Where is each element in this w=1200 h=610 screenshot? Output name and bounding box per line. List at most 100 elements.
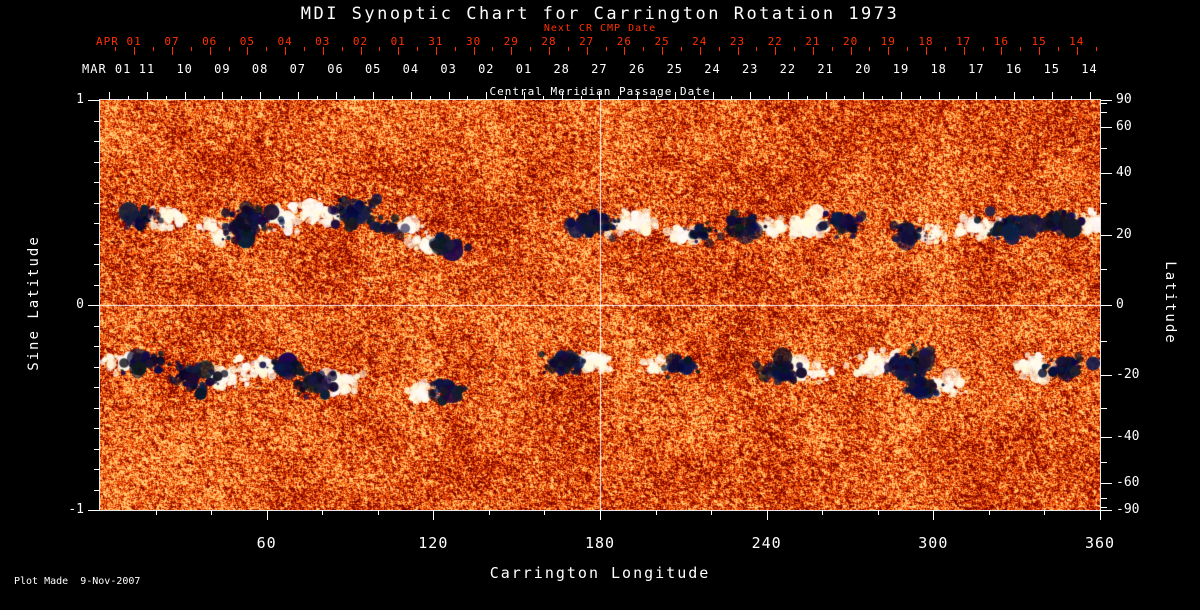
cmp-tick-mark (486, 92, 488, 100)
longitude-minor-tick (377, 510, 379, 515)
next-cr-tick-mark (360, 47, 362, 55)
cmp-tick-mark (674, 92, 676, 100)
sine-lat-tick-label: -1 (68, 502, 84, 517)
longitude-tick-label: 360 (1084, 534, 1116, 552)
carrington-longitude-axis-label: Carrington Longitude (489, 564, 711, 582)
next-cr-tick-mark (209, 47, 211, 55)
sine-lat-tick-mark (94, 448, 100, 450)
longitude-major-tick (600, 510, 601, 520)
next-cr-tick-mark (963, 47, 965, 55)
next-cr-tick-mark (341, 47, 343, 51)
sine-lat-tick-mark (94, 243, 100, 245)
longitude-tick-label: 180 (584, 534, 616, 552)
next-cr-tick-mark (379, 47, 381, 51)
latitude-minor-tick (1101, 112, 1107, 114)
cmp-tick-mark (806, 96, 808, 100)
next-cr-tick-mark (134, 47, 136, 55)
latitude-tick-label: -20 (1116, 367, 1140, 383)
cmp-tick-mark (712, 92, 714, 100)
cmp-tick-mark (1032, 96, 1034, 100)
next-cr-tick-mark (982, 47, 984, 51)
sine-lat-tick-mark (94, 141, 100, 142)
latitude-minor-tick (1101, 497, 1107, 499)
cmp-tick-mark (222, 92, 224, 100)
cmp-tick-label: 26 (628, 62, 646, 76)
next-cr-tick-mark (662, 47, 664, 55)
next-cr-tick-mark (944, 47, 946, 51)
cmp-tick-mark (448, 92, 450, 100)
latitude-tick-label: 90 (1116, 92, 1132, 107)
cmp-tick-mark (655, 96, 657, 100)
latitude-major-tick (1101, 375, 1112, 377)
next-cr-tick-mark (1020, 47, 1022, 51)
next-cr-tick-label: 19 (880, 35, 896, 48)
next-cr-tick-mark (228, 47, 230, 51)
next-cr-tick-label: 16 (993, 35, 1010, 48)
cmp-tick-mark (297, 92, 299, 100)
next-cr-tick-mark (680, 47, 682, 51)
next-cr-tick-mark (794, 47, 796, 51)
next-cr-tick-mark (1076, 47, 1078, 55)
cmp-tick-mark (392, 96, 394, 100)
cmp-tick-label: 16 (1005, 62, 1023, 76)
latitude-tick-label: -40 (1116, 428, 1140, 444)
cmp-tick-mark (1051, 92, 1053, 100)
next-cr-tick-label: 24 (692, 35, 708, 48)
cmp-tick-label: 10 (176, 62, 193, 76)
next-cr-tick-mark (549, 47, 550, 55)
cmp-axis-label: Central Meridian Passage Date (489, 85, 711, 98)
cmp-tick-mark (825, 92, 827, 100)
next-cr-tick-mark (115, 47, 117, 51)
sine-lat-tick-label: 0 (76, 297, 84, 312)
cmp-tick-mark (1089, 92, 1091, 100)
longitude-minor-tick (544, 510, 546, 515)
cmp-tick-mark (410, 92, 412, 100)
sine-lat-tick-mark (88, 305, 100, 306)
latitude-tick-label: 60 (1116, 119, 1132, 135)
next-cr-tick-mark (303, 47, 305, 51)
sine-lat-tick-mark (94, 428, 100, 429)
sine-lat-tick-mark (94, 407, 100, 409)
cmp-tick-label: 27 (591, 62, 608, 76)
next-cr-tick-mark (1001, 47, 1003, 55)
cmp-tick-mark (260, 92, 262, 100)
cmp-tick-mark (429, 96, 431, 100)
cmp-tick-label: 28 (553, 62, 570, 76)
latitude-major-tick (1101, 173, 1112, 175)
cmp-tick-mark (278, 96, 280, 100)
next-cr-tick-mark (435, 47, 437, 55)
longitude-minor-tick (655, 510, 657, 515)
next-cr-month-label: APR 01 (96, 35, 142, 48)
cmp-tick-mark (316, 96, 318, 100)
cmp-tick-mark (919, 96, 921, 100)
longitude-major-tick (1100, 510, 1101, 520)
next-cr-tick-mark (1057, 47, 1059, 51)
cmp-tick-label: 02 (478, 62, 495, 76)
sine-lat-tick-mark (94, 469, 100, 470)
next-cr-tick-mark (285, 47, 287, 55)
next-cr-tick-label: 18 (918, 35, 934, 48)
next-cr-tick-label: 23 (729, 35, 746, 48)
next-cr-tick-label: 02 (352, 35, 369, 48)
sine-lat-tick-mark (94, 387, 100, 388)
next-cr-tick-label: 28 (541, 35, 557, 48)
latitude-minor-tick (1101, 340, 1107, 342)
latitude-minor-tick (1101, 462, 1107, 464)
next-cr-tick-label: 04 (277, 35, 293, 48)
sine-latitude-axis-label: Sine Latitude (26, 235, 42, 371)
longitude-major-tick (933, 510, 935, 520)
chart-title: MDI Synoptic Chart for Carrington Rotati… (300, 4, 900, 24)
cmp-tick-mark (373, 92, 375, 100)
next-cr-tick-label: 03 (315, 35, 331, 48)
cmp-tick-mark (618, 96, 620, 100)
sine-lat-tick-mark (94, 182, 100, 183)
cmp-tick-mark (580, 96, 582, 100)
sine-lat-tick-mark (94, 346, 100, 347)
next-cr-tick-mark (454, 47, 456, 51)
cmp-tick-mark (335, 92, 337, 100)
cmp-tick-mark (769, 96, 771, 100)
latitude-tick-label: -90 (1116, 502, 1140, 517)
cmp-tick-label: 05 (364, 62, 382, 76)
next-cr-tick-mark (1095, 47, 1097, 51)
latitude-tick-label: 0 (1116, 297, 1124, 312)
